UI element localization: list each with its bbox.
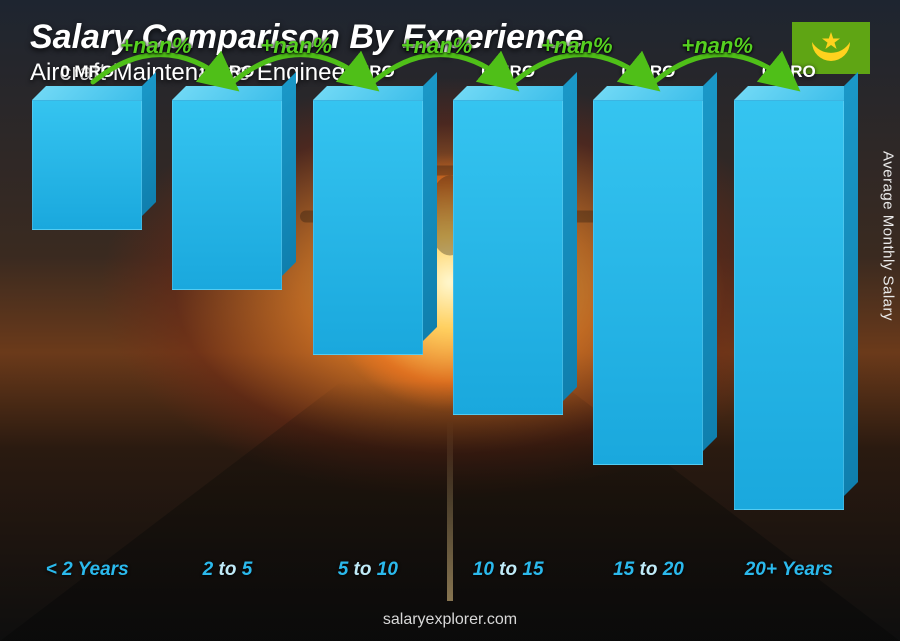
chart-title: Salary Comparison By Experience xyxy=(30,18,870,57)
bar-side-face xyxy=(282,72,296,276)
bar: 0 MRO xyxy=(593,100,703,465)
x-axis-label: 2 to 5 xyxy=(168,559,286,581)
bar-value-label: 0 MRO xyxy=(10,62,164,82)
bar-slot: 0 MRO xyxy=(449,100,567,543)
bar-top-face xyxy=(172,86,296,100)
bar-top-face xyxy=(593,86,717,100)
bar-slot: 0 MRO xyxy=(28,100,146,543)
y-axis-label: Average Monthly Salary xyxy=(880,151,897,321)
bar-slot: 0 MRO xyxy=(309,100,427,543)
x-axis-label: 15 to 20 xyxy=(589,559,707,581)
x-axis-label: 10 to 15 xyxy=(449,559,567,581)
bar: 0 MRO xyxy=(313,100,423,355)
bar-top-face xyxy=(453,86,577,100)
x-axis-labels: < 2 Years 2 to 5 5 to 10 10 to 15 15 to 20 20… xyxy=(28,559,848,581)
bar-value-label: 0 MRO xyxy=(291,62,445,82)
bar-slot: 0 MRO xyxy=(168,100,286,543)
bar: 0 MRO xyxy=(32,100,142,230)
bar-top-face xyxy=(32,86,156,100)
bar-side-face xyxy=(563,72,577,401)
infographic-canvas: Salary Comparison By Experience Aircraft… xyxy=(0,0,900,641)
bar-side-face xyxy=(703,72,717,451)
x-axis-label: 5 to 10 xyxy=(309,559,427,581)
bar-front-face xyxy=(734,100,844,510)
bar-top-face xyxy=(313,86,437,100)
bar-front-face xyxy=(32,100,142,230)
bar-slot: 0 MRO xyxy=(589,100,707,543)
bar-slot: 0 MRO xyxy=(730,100,848,543)
bar-value-label: 0 MRO xyxy=(712,62,866,82)
x-axis-label: 20+ Years xyxy=(730,559,848,581)
bar-value-label: 0 MRO xyxy=(150,62,304,82)
bar-top-face xyxy=(734,86,858,100)
bar: 0 MRO xyxy=(172,100,282,290)
bar-chart: 0 MRO 0 MRO 0 MRO 0 MRO 0 MRO 0 MRO < 2 Years… xyxy=(28,100,848,581)
bar-side-face xyxy=(423,72,437,341)
bar-side-face xyxy=(844,72,858,496)
bar-front-face xyxy=(593,100,703,465)
bar-value-label: 0 MRO xyxy=(571,62,725,82)
bars-container: 0 MRO 0 MRO 0 MRO 0 MRO 0 MRO 0 MRO xyxy=(28,100,848,543)
bar-front-face xyxy=(453,100,563,415)
bar-front-face xyxy=(313,100,423,355)
bar: 0 MRO xyxy=(453,100,563,415)
bar: 0 MRO xyxy=(734,100,844,510)
bar-side-face xyxy=(142,72,156,216)
x-axis-label: < 2 Years xyxy=(28,559,146,581)
bar-value-label: 0 MRO xyxy=(431,62,585,82)
footer-attribution: salaryexplorer.com xyxy=(0,611,900,629)
bar-front-face xyxy=(172,100,282,290)
